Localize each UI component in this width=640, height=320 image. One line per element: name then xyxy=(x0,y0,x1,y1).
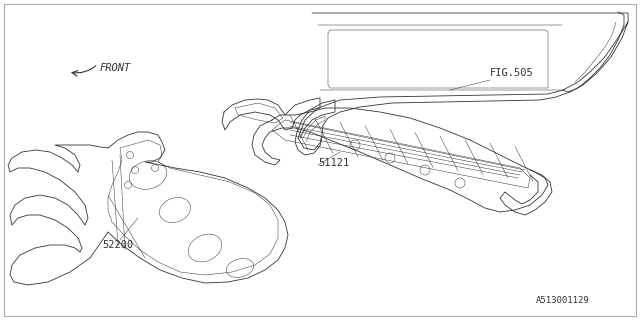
Text: A513001129: A513001129 xyxy=(536,296,590,305)
Text: 51121: 51121 xyxy=(318,158,349,168)
Text: 52200: 52200 xyxy=(102,240,133,250)
Text: FIG.505: FIG.505 xyxy=(490,68,534,78)
Text: FRONT: FRONT xyxy=(100,63,131,73)
